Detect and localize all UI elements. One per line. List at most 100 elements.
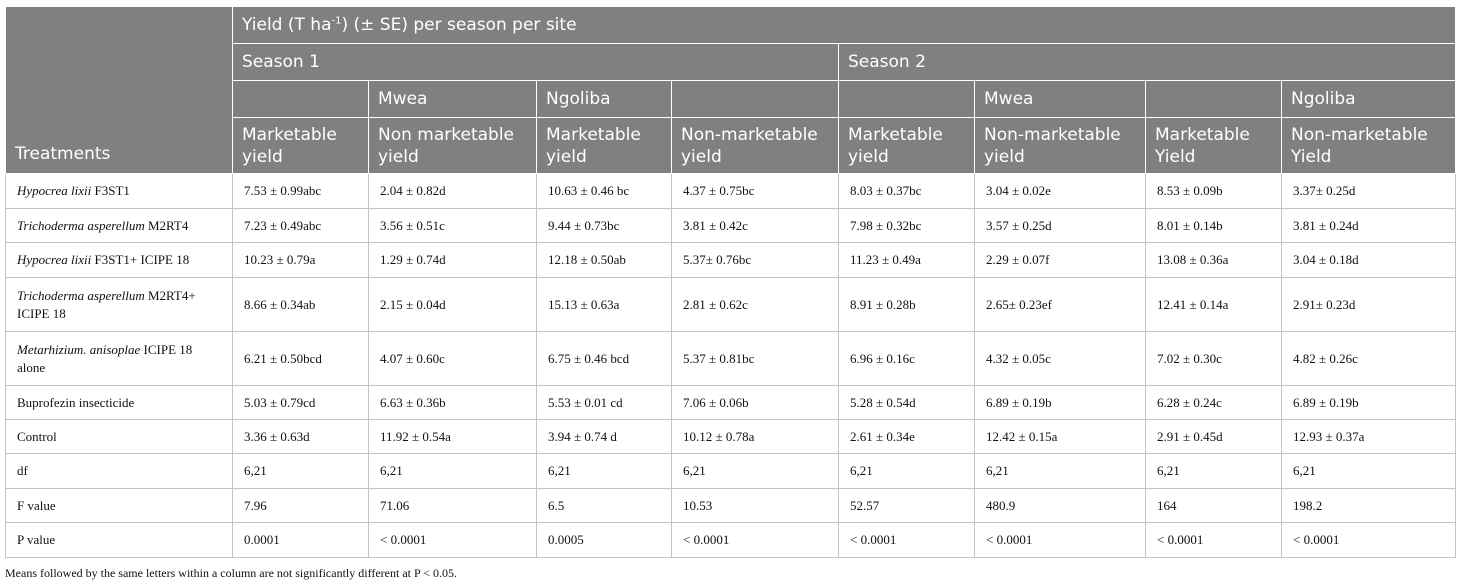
table-cell: 1.29 ± 0.74d (368, 242, 537, 278)
table-cell: 2.04 ± 0.82d (368, 173, 537, 209)
table-cell: 6,21 (1280, 453, 1457, 489)
table-cell: 7.98 ± 0.32bc (838, 208, 975, 243)
table-cell: 71.06 (368, 488, 537, 523)
table-cell: 6,21 (368, 453, 537, 489)
treatment-name: Trichoderma asperellum M2RT4+ ICIPE 18 (5, 277, 233, 332)
table-cell: 164 (1145, 488, 1282, 523)
column-header: Non-marketable yield (671, 117, 839, 174)
table-cell: 6,21 (671, 453, 839, 489)
yield-table: Treatments Yield (T ha-1) (± SE) per sea… (5, 6, 1457, 558)
column-header: Non-marketable yield (974, 117, 1146, 174)
table-cell: 5.37 ± 0.81bc (671, 331, 839, 386)
site-blank (232, 80, 369, 118)
treatment-name: Hypocrea lixii F3ST1 (5, 173, 233, 209)
table-cell: 6.75 ± 0.46 bcd (536, 331, 672, 386)
site-mwea-s1: Mwea (368, 80, 537, 118)
table-cell: 3.04 ± 0.02e (974, 173, 1146, 209)
table-row: Buprofezin insecticide 5.03 ± 0.79cd 6.63 … (5, 385, 1457, 420)
column-header: Marketable Yield (1145, 117, 1282, 174)
table-cell: 480.9 (974, 488, 1146, 523)
table-cell: 2.61 ± 0.34e (838, 419, 975, 454)
table-cell: 5.53 ± 0.01 cd (536, 385, 672, 420)
treatment-name: Metarhizium. anisoplae ICIPE 18 alone (5, 331, 233, 386)
table-row: Trichoderma asperellum M2RT4 7.23 ± 0.49a… (5, 208, 1457, 243)
table-row: F value 7.96 71.06 6.5 10.53 52.57 480.9 164 198… (5, 488, 1457, 523)
treatment-name: Control (5, 419, 233, 454)
site-blank (838, 80, 975, 118)
footnote: Means followed by the same letters withi… (5, 566, 457, 580)
table-cell: < 0.0001 (838, 522, 975, 558)
table-cell: 7.96 (232, 488, 369, 523)
table-cell: 2.15 ± 0.04d (368, 277, 537, 332)
table-cell: 3.57 ± 0.25d (974, 208, 1146, 243)
treatments-header: Treatments (5, 6, 233, 174)
site-blank (671, 80, 839, 118)
table-cell: 6.63 ± 0.36b (368, 385, 537, 420)
column-header: Non marketable yield (368, 117, 537, 174)
table-cell: 6,21 (974, 453, 1146, 489)
table-cell: 6,21 (536, 453, 672, 489)
table-cell: 6.89 ± 0.19b (974, 385, 1146, 420)
table-cell: 7.53 ± 0.99abc (232, 173, 369, 209)
table-cell: < 0.0001 (671, 522, 839, 558)
table-cell: 11.92 ± 0.54a (368, 419, 537, 454)
table-cell: 4.07 ± 0.60c (368, 331, 537, 386)
season-2-header: Season 2 (837, 43, 1457, 81)
table-cell: 11.23 ± 0.49a (838, 242, 975, 278)
table-cell: 3.81 ± 0.42c (671, 208, 839, 243)
table-cell: 2.91 ± 0.45d (1145, 419, 1282, 454)
table-cell: 13.08 ± 0.36a (1145, 242, 1282, 278)
table-cell: 3.36 ± 0.63d (232, 419, 369, 454)
table-cell: 0.0001 (232, 522, 369, 558)
treatment-name: Trichoderma asperellum M2RT4 (5, 208, 233, 243)
treatment-name: Hypocrea lixii F3ST1+ ICIPE 18 (5, 242, 233, 278)
table-cell: 10.53 (671, 488, 839, 523)
table-cell: 6.21 ± 0.50bcd (232, 331, 369, 386)
table-cell: 5.28 ± 0.54d (838, 385, 975, 420)
table-cell: 2.65± 0.23ef (974, 277, 1146, 332)
table-row: df 6,21 6,21 6,21 6,21 6,21 6,21 6,21 6,21 (5, 453, 1457, 489)
site-ngoliba-s1: Ngoliba (536, 80, 672, 118)
table-cell: < 0.0001 (1145, 522, 1282, 558)
table-row: P value 0.0001 < 0.0001 0.0005 < 0.0001 < 0.0… (5, 522, 1457, 558)
treatment-name: P value (5, 522, 233, 558)
column-header: Marketable yield (536, 117, 672, 174)
table-cell: 4.37 ± 0.75bc (671, 173, 839, 209)
table-cell: 4.32 ± 0.05c (974, 331, 1146, 386)
table-cell: 8.66 ± 0.34ab (232, 277, 369, 332)
table-cell: 52.57 (838, 488, 975, 523)
table-body: Hypocrea lixii F3ST1 7.53 ± 0.99abc 2.04 ±… (5, 173, 1457, 558)
site-blank (1145, 80, 1282, 118)
table-cell: 10.63 ± 0.46 bc (536, 173, 672, 209)
table-cell: 6,21 (1145, 453, 1282, 489)
table-cell: 4.82 ± 0.26c (1280, 331, 1457, 386)
table-cell: 3.81 ± 0.24d (1280, 208, 1457, 243)
table-cell: 8.91 ± 0.28b (838, 277, 975, 332)
treatment-name: F value (5, 488, 233, 523)
column-header: Non-marketable Yield (1280, 117, 1457, 174)
table-cell: 10.12 ± 0.78a (671, 419, 839, 454)
table-cell: < 0.0001 (1280, 522, 1457, 558)
site-ngoliba-s2: Ngoliba (1280, 80, 1457, 118)
table-cell: 9.44 ± 0.73bc (536, 208, 672, 243)
table-cell: 2.29 ± 0.07f (974, 242, 1146, 278)
table-cell: 10.23 ± 0.79a (232, 242, 369, 278)
table-cell: 198.2 (1280, 488, 1457, 523)
table-cell: 3.37± 0.25d (1280, 173, 1457, 209)
table-row: Trichoderma asperellum M2RT4+ ICIPE 18 8.… (5, 277, 1457, 332)
table-cell: < 0.0001 (974, 522, 1146, 558)
table-cell: 3.94 ± 0.74 d (536, 419, 672, 454)
table-cell: 6.5 (536, 488, 672, 523)
table-row: Metarhizium. anisoplae ICIPE 18 alone 6.2… (5, 331, 1457, 386)
table-cell: 7.23 ± 0.49abc (232, 208, 369, 243)
season-1-header: Season 1 (232, 43, 839, 81)
table-cell: 6,21 (232, 453, 369, 489)
table-cell: 2.81 ± 0.62c (671, 277, 839, 332)
table-cell: 6.89 ± 0.19b (1280, 385, 1457, 420)
table-cell: 7.02 ± 0.30c (1145, 331, 1282, 386)
table-cell: 8.03 ± 0.37bc (838, 173, 975, 209)
column-header: Marketable yield (838, 117, 975, 174)
table-cell: 12.42 ± 0.15a (974, 419, 1146, 454)
table-cell: 12.18 ± 0.50ab (536, 242, 672, 278)
table-cell: 0.0005 (536, 522, 672, 558)
